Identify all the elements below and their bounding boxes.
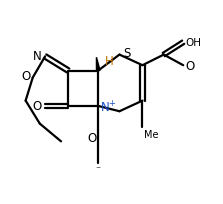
Text: S: S bbox=[123, 47, 130, 60]
Text: +: + bbox=[108, 98, 115, 107]
Text: O: O bbox=[87, 132, 97, 145]
Polygon shape bbox=[97, 58, 100, 71]
Text: O: O bbox=[22, 70, 31, 83]
Text: O: O bbox=[185, 59, 194, 72]
Text: H: H bbox=[105, 55, 114, 68]
Text: N: N bbox=[101, 101, 110, 114]
Text: ⁻: ⁻ bbox=[96, 165, 101, 174]
Text: OH: OH bbox=[185, 38, 201, 48]
Text: N: N bbox=[33, 50, 41, 63]
Text: Me: Me bbox=[144, 129, 159, 139]
Text: O: O bbox=[32, 100, 41, 113]
